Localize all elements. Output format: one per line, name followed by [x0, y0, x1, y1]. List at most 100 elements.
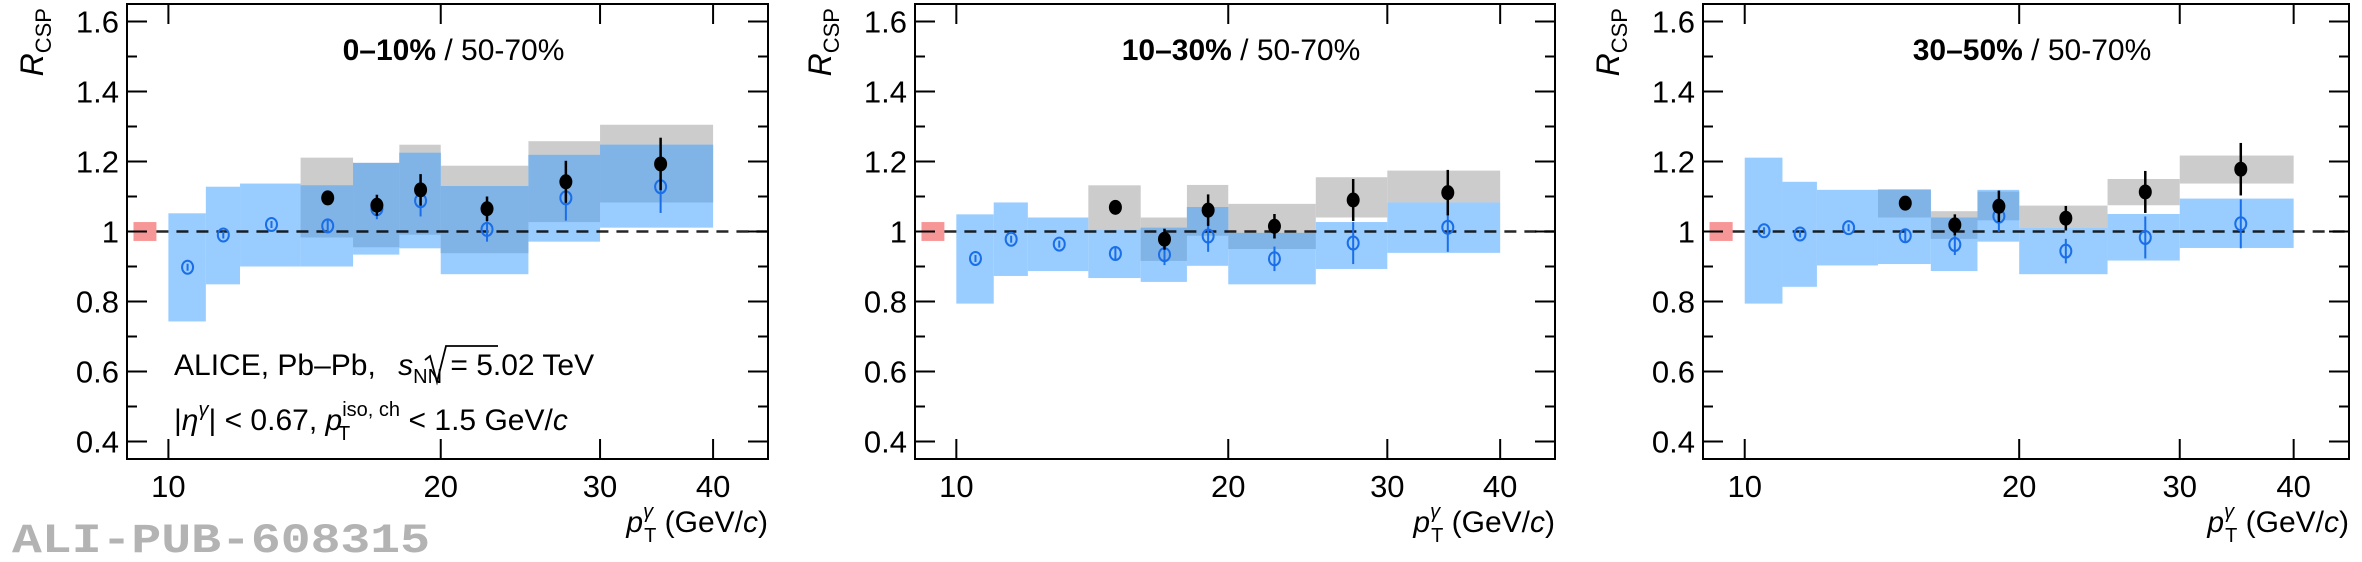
open-data-point — [480, 221, 494, 237]
y-tick-label: 0.8 — [864, 285, 907, 320]
y-tick-label: 1.4 — [76, 75, 119, 110]
y-tick-label: 0.8 — [76, 285, 119, 320]
title-reference: / 50-70% — [2023, 34, 2151, 67]
y-label-main: R — [14, 53, 50, 76]
y-tick-label: 0.6 — [864, 355, 907, 390]
panel-2: 0.4 0.6 0.8 1 1.2 1.4 1.6 10 20 30 40 10–30% / 50-7… — [802, 3, 1556, 547]
panel-1: 0.4 0.6 0.8 1 1.2 1.4 1.6 10 20 30 40 0–10% / 50-70… — [14, 3, 769, 547]
open-data-point — [968, 250, 982, 266]
pt-p: p — [325, 404, 343, 437]
title-reference: / 50-70% — [436, 34, 564, 67]
x-label-sub: T — [644, 525, 656, 547]
y-tick-label: 1.2 — [864, 145, 907, 180]
panel-title: 10–30% / 50-70% — [1122, 34, 1361, 67]
y-tick-label: 0.8 — [1652, 285, 1695, 320]
x-tick-label: 40 — [1483, 469, 1517, 504]
filled-data-point — [1992, 198, 2006, 214]
x-label-unit: (GeV/ — [656, 506, 743, 539]
open-data-point — [2138, 229, 2152, 245]
open-sys-box — [2179, 198, 2294, 248]
x-label-sub: T — [1431, 525, 1443, 547]
x-label-unit: (GeV/ — [1443, 506, 1530, 539]
open-sys-box — [1027, 217, 1089, 272]
sqrt-sign-icon — [424, 345, 498, 386]
y-label-main: R — [1590, 53, 1626, 76]
open-data-point — [1004, 231, 1018, 247]
x-tick-label: 30 — [583, 469, 617, 504]
x-label-sup: γ — [1430, 501, 1441, 523]
x-axis-label: pγ T (GeV/c) — [2206, 501, 2349, 547]
panel-title: 0–10% / 50-70% — [343, 34, 565, 67]
x-tick-label: 10 — [1727, 469, 1761, 504]
y-label-sub: CSP — [31, 8, 56, 53]
pt-cut: < 1.5 GeV/ — [400, 404, 553, 437]
x-label-close: ) — [1545, 506, 1555, 539]
abs-open: | — [174, 404, 182, 437]
filled-data-point — [2234, 161, 2248, 177]
annotation-kinematic-cuts: |ηγ| < 0.67, piso, ch T < 1.5 GeV/c — [174, 399, 568, 445]
pt-sup: iso, ch — [342, 399, 400, 421]
y-tick-label: 1 — [102, 215, 119, 250]
pt-cut-c: c — [553, 404, 568, 437]
y-tick-label: 1 — [1678, 215, 1695, 250]
annotation-text: ALICE, Pb–Pb, — [174, 349, 384, 382]
filled-data-point — [1108, 199, 1122, 215]
y-tick-label: 1.6 — [76, 5, 119, 40]
open-sys-box — [1315, 222, 1388, 269]
y-tick-label: 1.6 — [1652, 5, 1695, 40]
x-label-p: p — [2206, 506, 2224, 539]
x-label-p: p — [1412, 506, 1430, 539]
open-data-point — [321, 218, 335, 234]
open-data-point — [216, 227, 230, 243]
y-tick-label: 1.2 — [1652, 145, 1695, 180]
y-label-main: R — [802, 53, 838, 76]
open-data-point — [1842, 220, 1856, 236]
y-tick-label: 1.6 — [864, 5, 907, 40]
x-tick-label: 30 — [2163, 469, 2197, 504]
open-data-point — [1346, 235, 1360, 251]
open-data-point — [1898, 228, 1912, 244]
title-centrality: 10–30% — [1122, 34, 1232, 67]
sys-overlap-box — [440, 186, 529, 254]
open-data-point — [1441, 219, 1455, 235]
x-label-c: c — [2324, 506, 2339, 539]
filled-data-point — [1898, 195, 1912, 211]
x-tick-label: 40 — [2276, 469, 2310, 504]
y-tick-label: 0.4 — [76, 425, 119, 460]
x-label-sup: γ — [2224, 501, 2235, 523]
open-data-point — [181, 259, 195, 275]
x-tick-label: 10 — [151, 469, 185, 504]
filled-data-point — [321, 190, 335, 206]
eta-cut: | < 0.67, — [208, 404, 325, 437]
y-label-sub: CSP — [1607, 8, 1632, 53]
open-sys-box — [240, 183, 301, 267]
panel-3: 0.4 0.6 0.8 1 1.2 1.4 1.6 10 20 30 40 30–50% / 50-7… — [1590, 3, 2350, 547]
eta: η — [182, 404, 199, 437]
open-data-point — [1793, 226, 1807, 242]
x-tick-label: 20 — [423, 469, 457, 504]
x-label-close: ) — [758, 506, 768, 539]
open-data-point — [1948, 236, 1962, 252]
y-tick-label: 0.6 — [76, 355, 119, 390]
open-data-point — [1267, 251, 1281, 267]
x-tick-label: 10 — [939, 469, 973, 504]
sys-overlap-box — [600, 144, 714, 203]
filled-data-point — [559, 174, 573, 190]
y-tick-label: 1 — [890, 215, 907, 250]
open-data-point — [264, 217, 278, 232]
x-axis-label: pγ T (GeV/c) — [1412, 501, 1555, 547]
open-sys-box — [2107, 214, 2180, 261]
watermark-id: ALI-PUB-608315 — [12, 517, 430, 562]
y-tick-label: 0.4 — [864, 425, 907, 460]
filled-data-point — [370, 197, 384, 213]
title-reference: / 50-70% — [1232, 34, 1360, 67]
filled-data-point — [2059, 210, 2073, 226]
open-data-point — [2234, 216, 2248, 232]
x-tick-label: 20 — [2002, 469, 2036, 504]
y-axis-label: RCSP — [14, 8, 56, 76]
filled-data-point — [2138, 184, 2152, 200]
open-sys-box — [1387, 202, 1501, 253]
y-tick-label: 1.2 — [76, 145, 119, 180]
